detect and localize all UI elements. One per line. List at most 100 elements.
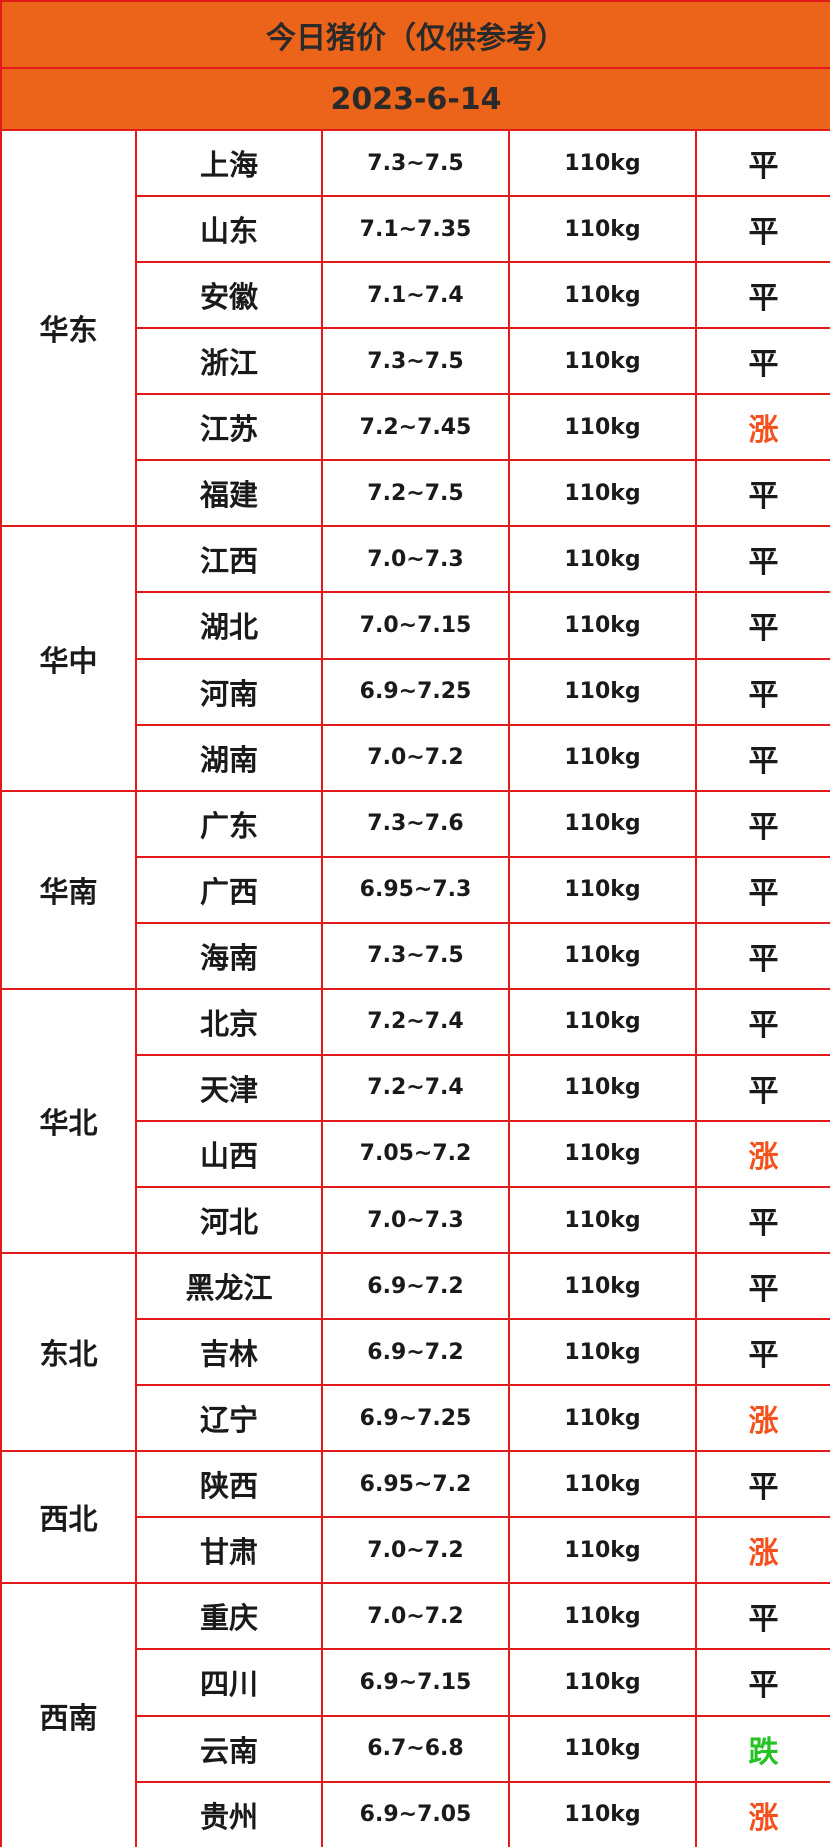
- price-range: 6.95~7.2: [321, 1450, 510, 1519]
- province: 陕西: [135, 1450, 323, 1519]
- trend: 涨: [694, 393, 830, 462]
- province: 吉林: [135, 1318, 323, 1387]
- weight: 110kg: [508, 261, 697, 330]
- price-range: 7.0~7.2: [321, 1582, 510, 1651]
- weight: 110kg: [508, 723, 697, 792]
- province: 江苏: [135, 393, 323, 462]
- date: 2023-6-14: [0, 67, 830, 131]
- weight: 110kg: [508, 1318, 697, 1387]
- trend: 平: [694, 195, 830, 264]
- trend: 平: [694, 1053, 830, 1122]
- trend: 平: [694, 987, 830, 1056]
- weight: 110kg: [508, 591, 697, 660]
- weight: 110kg: [508, 459, 697, 528]
- weight: 110kg: [508, 921, 697, 990]
- province: 浙江: [135, 327, 323, 396]
- weight: 110kg: [508, 525, 697, 594]
- weight: 110kg: [508, 195, 697, 264]
- region: 华中: [0, 525, 137, 792]
- trend: 平: [694, 1450, 830, 1519]
- weight: 110kg: [508, 1516, 697, 1585]
- weight: 110kg: [508, 1714, 697, 1783]
- price-range: 7.3~7.5: [321, 128, 510, 198]
- province: 四川: [135, 1648, 323, 1717]
- trend: 平: [694, 1648, 830, 1717]
- price-range: 7.1~7.35: [321, 195, 510, 264]
- price-range: 7.1~7.4: [321, 261, 510, 330]
- province: 福建: [135, 459, 323, 528]
- price-range: 7.2~7.4: [321, 987, 510, 1056]
- trend: 平: [694, 525, 830, 594]
- price-range: 6.9~7.25: [321, 1384, 510, 1453]
- trend: 平: [694, 657, 830, 726]
- trend: 平: [694, 1185, 830, 1255]
- price-range: 6.9~7.05: [321, 1780, 510, 1847]
- title: 今日猪价（仅供参考）: [0, 0, 830, 69]
- price-range: 6.9~7.25: [321, 657, 510, 726]
- trend: 涨: [694, 1119, 830, 1189]
- table-row: 四川 6.9~7.15 110kg 平: [1, 1648, 830, 1717]
- province: 天津: [135, 1053, 323, 1122]
- weight: 110kg: [508, 1780, 697, 1847]
- trend: 平: [694, 591, 830, 660]
- trend: 平: [694, 789, 830, 858]
- price-range: 7.3~7.5: [321, 921, 510, 990]
- trend: 平: [694, 261, 830, 330]
- province: 山西: [135, 1119, 323, 1189]
- trend: 平: [694, 1318, 830, 1387]
- table-row: 山西 7.05~7.2 110kg 涨: [1, 1119, 830, 1189]
- weight: 110kg: [508, 1648, 697, 1717]
- price-range: 7.0~7.2: [321, 1516, 510, 1585]
- weight: 110kg: [508, 789, 697, 858]
- province: 江西: [135, 525, 323, 594]
- weight: 110kg: [508, 1119, 697, 1189]
- province: 广东: [135, 789, 323, 858]
- weight: 110kg: [508, 987, 697, 1056]
- table-row: 山东 7.1~7.35 110kg 平: [1, 195, 830, 264]
- price-range: 7.05~7.2: [321, 1119, 510, 1189]
- province: 重庆: [135, 1582, 323, 1651]
- price-range: 7.2~7.5: [321, 459, 510, 528]
- trend: 平: [694, 459, 830, 528]
- trend: 涨: [694, 1780, 830, 1847]
- table-row: 安徽 7.1~7.4 110kg 平: [1, 261, 830, 330]
- province: 甘肃: [135, 1516, 323, 1585]
- weight: 110kg: [508, 1185, 697, 1255]
- weight: 110kg: [508, 855, 697, 924]
- table-row: 天津 7.2~7.4 110kg 平: [1, 1053, 830, 1122]
- table-row: 贵州 6.9~7.05 110kg 涨: [1, 1780, 830, 1847]
- trend: 平: [694, 921, 830, 990]
- table-row: 华北 北京 7.2~7.4 110kg 平: [0, 987, 830, 1255]
- table-row: 湖北 7.0~7.15 110kg 平: [1, 591, 830, 660]
- weight: 110kg: [508, 657, 697, 726]
- price-range: 7.2~7.4: [321, 1053, 510, 1122]
- weight: 110kg: [508, 393, 697, 462]
- price-range: 6.9~7.15: [321, 1648, 510, 1717]
- price-range: 6.7~6.8: [321, 1714, 510, 1783]
- province: 贵州: [135, 1780, 323, 1847]
- price-range: 6.9~7.2: [321, 1318, 510, 1387]
- province: 安徽: [135, 261, 323, 330]
- trend: 平: [694, 327, 830, 396]
- table-row: 甘肃 7.0~7.2 110kg 涨: [1, 1516, 830, 1585]
- province: 河北: [135, 1185, 323, 1255]
- weight: 110kg: [508, 1384, 697, 1453]
- province: 海南: [135, 921, 323, 990]
- trend: 平: [694, 128, 830, 198]
- region: 华南: [0, 789, 137, 990]
- region: 华北: [0, 987, 137, 1255]
- table-row: 西南 重庆 7.0~7.2 110kg 平: [0, 1582, 830, 1847]
- table-row: 广西 6.95~7.3 110kg 平: [1, 855, 830, 924]
- price-range: 7.0~7.2: [321, 723, 510, 792]
- price-range: 7.0~7.15: [321, 591, 510, 660]
- province: 山东: [135, 195, 323, 264]
- region: 西北: [0, 1450, 137, 1585]
- province: 北京: [135, 987, 323, 1056]
- price-range: 7.0~7.3: [321, 1185, 510, 1255]
- weight: 110kg: [508, 1053, 697, 1122]
- table-row: 河南 6.9~7.25 110kg 平: [1, 657, 830, 726]
- weight: 110kg: [508, 1252, 697, 1321]
- weight: 110kg: [508, 1582, 697, 1651]
